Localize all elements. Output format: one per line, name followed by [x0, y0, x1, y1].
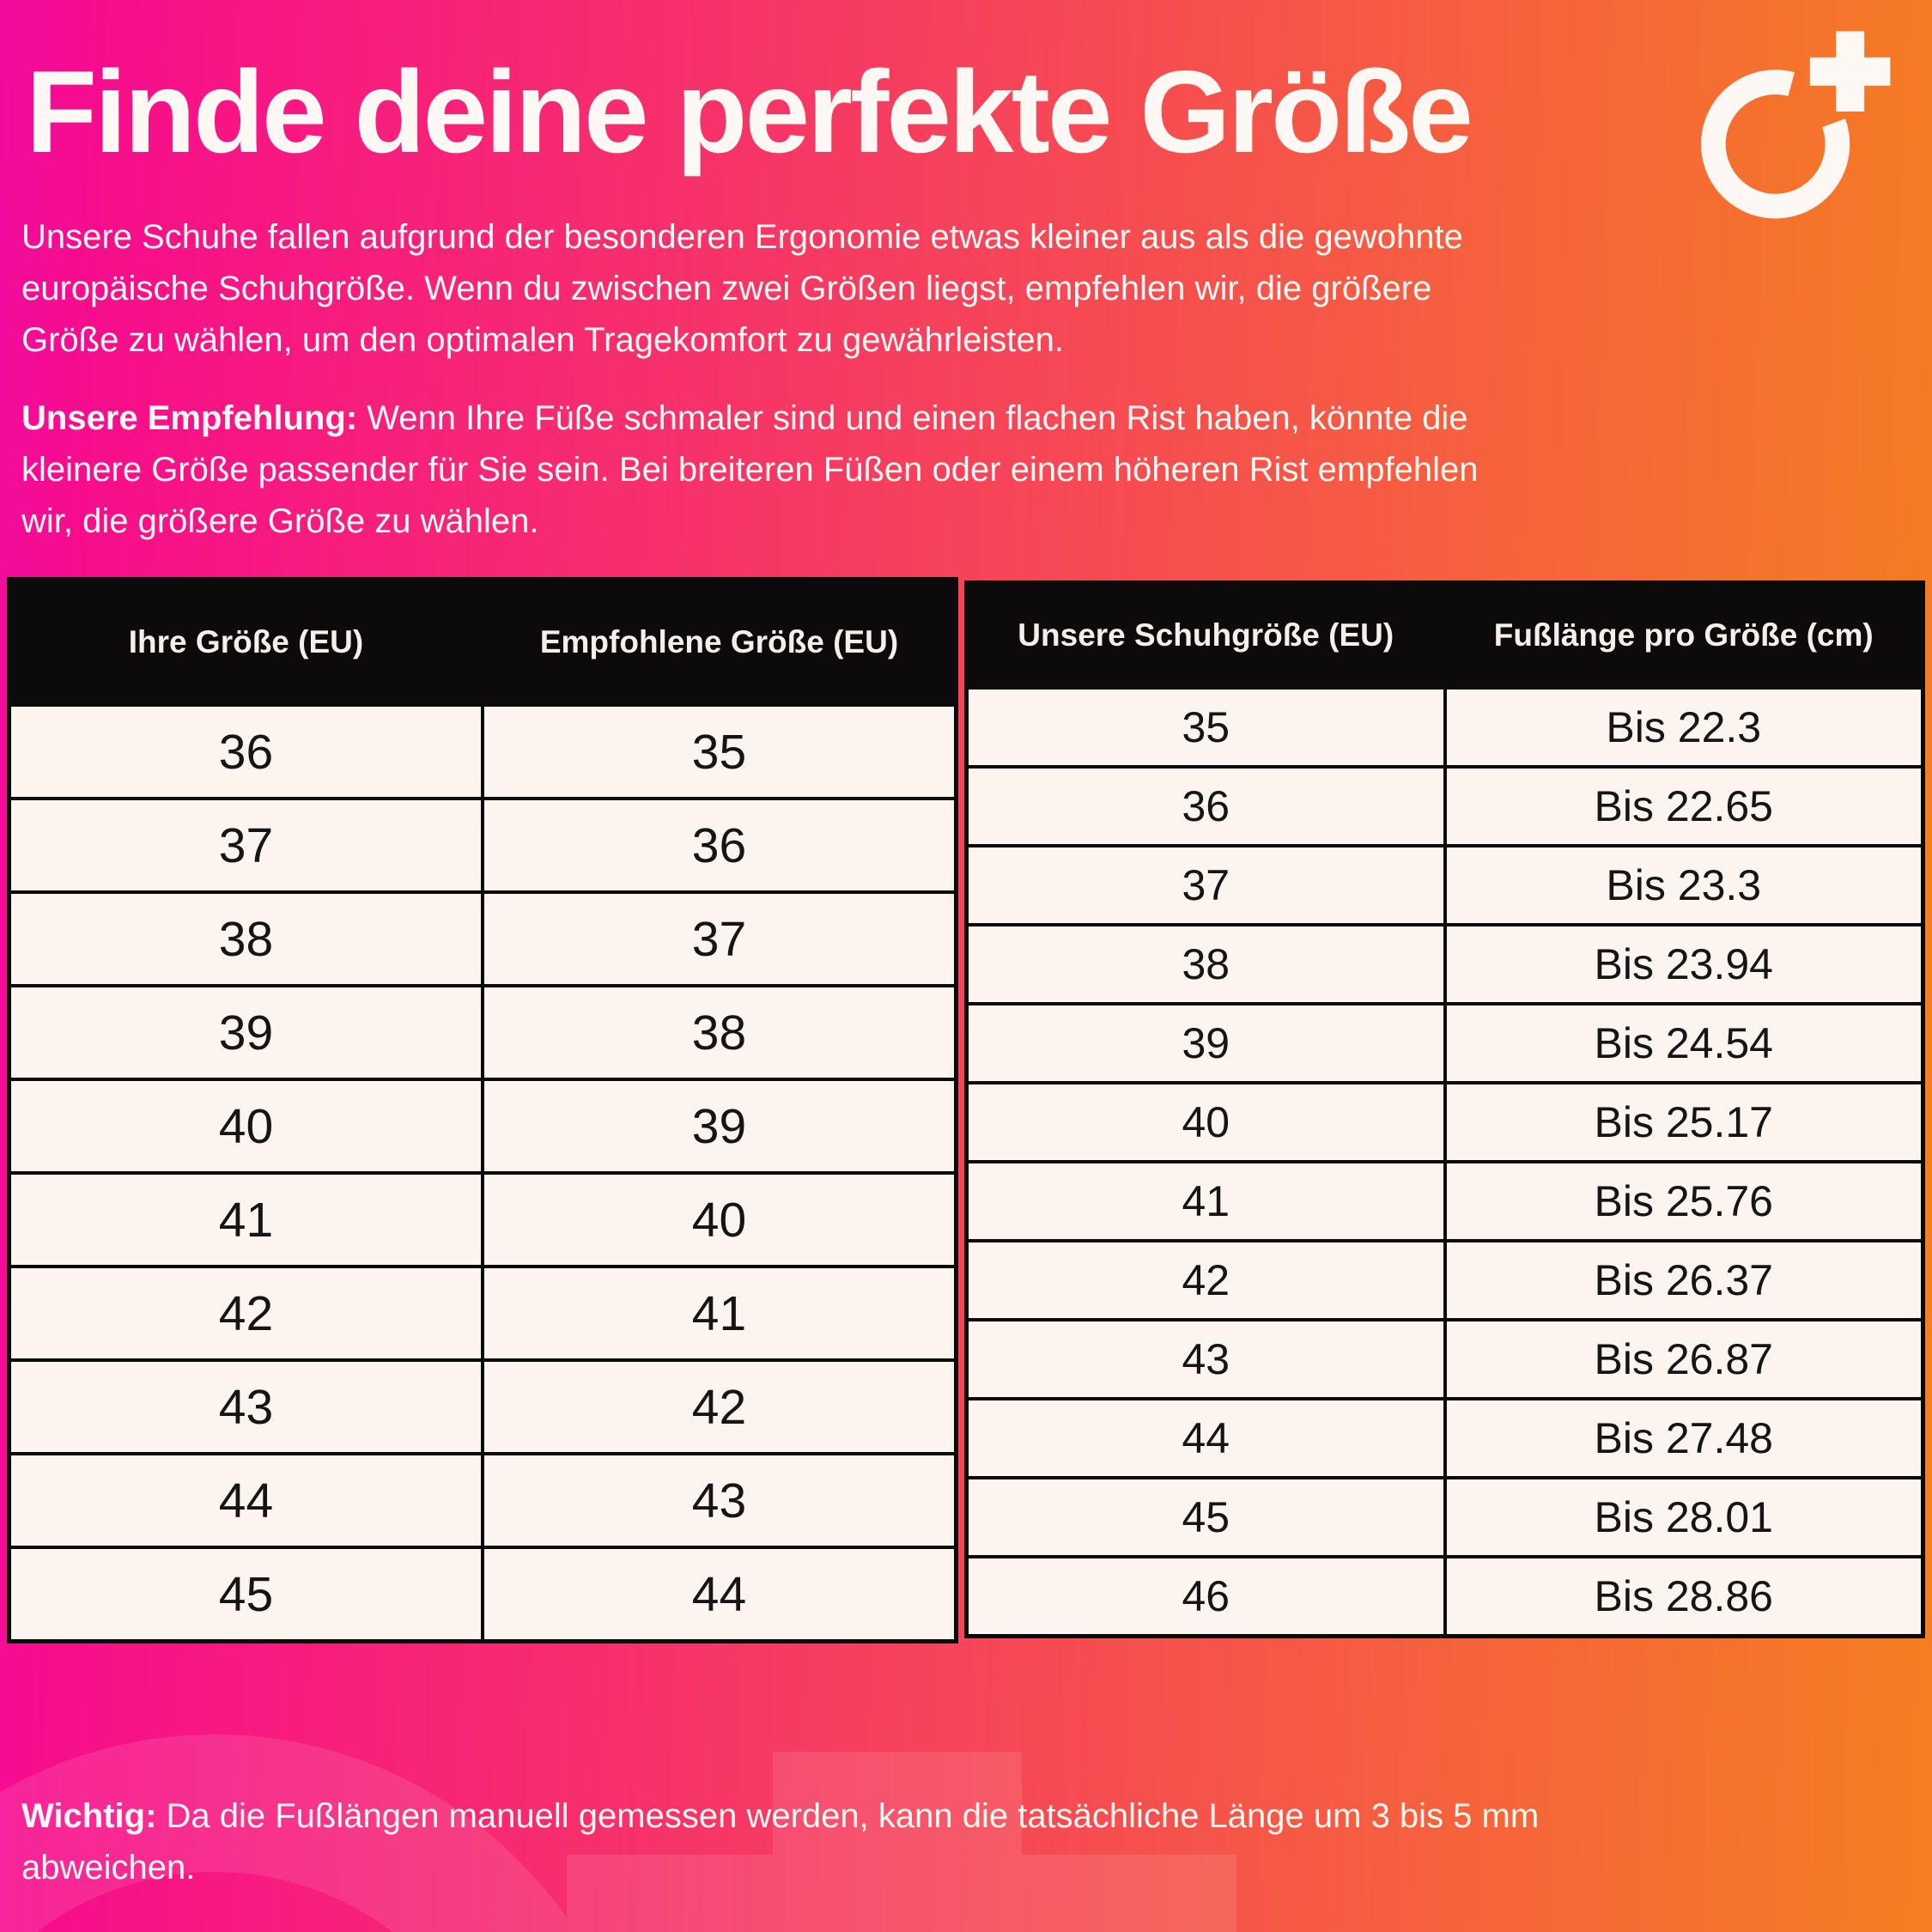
table-row: 36 Bis 22.65	[969, 765, 1921, 844]
recommended-size-cell: 42	[691, 1379, 747, 1435]
footnote-line: abweichen.	[21, 1849, 196, 1886]
shoe-size-cell: 46	[969, 1558, 1447, 1634]
table-row: 44 43	[11, 1452, 954, 1546]
footnote-line: Wichtig: Da die Fußlängen manuell gemess…	[21, 1790, 1919, 1842]
table-header-row: Unsere Schuhgröße (EU) Fußlänge pro Größ…	[969, 585, 1921, 686]
table-body: 36 35 37 36 38 37 39 38 40 39 41 40 42 4…	[11, 703, 954, 1639]
table-row: 40 Bis 25.17	[969, 1081, 1921, 1160]
recommended-size-cell: 44	[691, 1566, 747, 1622]
recommended-size-cell: 40	[691, 1192, 747, 1248]
circle-plus-logo-icon	[1701, 31, 1891, 219]
footnote-text: Da die Fußlängen manuell gemessen werden…	[156, 1797, 1540, 1835]
table-row: 39 Bis 24.54	[969, 1002, 1921, 1081]
shoe-size-cell: 39	[969, 1005, 1447, 1081]
table-row: 38 37	[11, 890, 954, 984]
table-row: 40 39	[11, 1078, 954, 1171]
your-size-cell: 37	[11, 800, 484, 890]
foot-length-cell: Bis 22.65	[1594, 782, 1773, 830]
recommended-size-cell: 38	[691, 1005, 747, 1060]
footnote-label: Wichtig:	[21, 1797, 157, 1835]
recommendation-label: Unsere Empfehlung:	[21, 399, 358, 437]
table-row: 38 Bis 23.94	[969, 923, 1921, 1002]
your-size-cell: 40	[11, 1081, 484, 1171]
intro-paragraph: Unsere Schuhe fallen aufgrund der besond…	[21, 211, 1919, 366]
table-header-row: Ihre Größe (EU) Empfohlene Größe (EU)	[11, 581, 954, 703]
table-body: 35 Bis 22.3 36 Bis 22.65 37 Bis 23.3 38 …	[969, 686, 1921, 1634]
table-row: 42 Bis 26.37	[969, 1239, 1921, 1318]
table-row: 45 Bis 28.01	[969, 1476, 1921, 1555]
column-header-your-size: Ihre Größe (EU)	[11, 581, 484, 703]
foot-length-cell: Bis 25.76	[1594, 1177, 1773, 1225]
intro-line: Unsere Schuhe fallen aufgrund der besond…	[21, 218, 1463, 256]
size-recommendation-table: Ihre Größe (EU) Empfohlene Größe (EU) 36…	[7, 577, 958, 1643]
recommendation-text: Wenn Ihre Füße schmaler sind und einen f…	[357, 399, 1468, 437]
table-row: 41 Bis 25.76	[969, 1160, 1921, 1239]
foot-length-cell: Bis 28.86	[1594, 1572, 1773, 1620]
your-size-cell: 43	[11, 1362, 484, 1452]
table-row: 43 42	[11, 1358, 954, 1452]
recommended-size-cell: 35	[691, 724, 747, 780]
shoe-size-cell: 44	[969, 1400, 1447, 1476]
shoe-size-cell: 40	[969, 1084, 1447, 1160]
foot-length-cell: Bis 26.87	[1594, 1335, 1773, 1383]
table-row: 35 Bis 22.3	[969, 686, 1921, 765]
intro-line: europäische Schuhgröße. Wenn du zwischen…	[21, 270, 1432, 307]
shoe-size-cell: 36	[969, 769, 1447, 844]
footnote: Wichtig: Da die Fußlängen manuell gemess…	[21, 1790, 1919, 1893]
foot-length-cell: Bis 23.3	[1606, 861, 1762, 909]
table-row: 43 Bis 26.87	[969, 1318, 1921, 1397]
table-row: 37 36	[11, 797, 954, 890]
your-size-cell: 36	[11, 707, 484, 797]
shoe-size-cell: 41	[969, 1163, 1447, 1239]
recommended-size-cell: 41	[691, 1285, 747, 1341]
page-title: Finde deine perfekte Größe	[26, 46, 1473, 177]
recommended-size-cell: 43	[691, 1473, 747, 1528]
table-row: 46 Bis 28.86	[969, 1555, 1921, 1634]
foot-length-cell: Bis 24.54	[1594, 1019, 1773, 1067]
shoe-size-cell: 35	[969, 690, 1447, 765]
intro-line: Größe zu wählen, um den optimalen Tragek…	[21, 321, 1064, 359]
column-header-recommended-size: Empfohlene Größe (EU)	[539, 624, 899, 659]
foot-length-cell: Bis 23.94	[1594, 940, 1773, 988]
your-size-cell: 44	[11, 1455, 484, 1546]
table-row: 37 Bis 23.3	[969, 844, 1921, 923]
your-size-cell: 38	[11, 894, 484, 984]
foot-length-cell: Bis 25.17	[1594, 1098, 1773, 1146]
watermark-logo-icon	[0, 1735, 1236, 1932]
your-size-cell: 42	[11, 1268, 484, 1358]
shoe-size-cell: 38	[969, 927, 1447, 1002]
table-row: 41 40	[11, 1171, 954, 1265]
foot-length-cell: Bis 22.3	[1606, 703, 1762, 751]
recommended-size-cell: 36	[691, 817, 747, 873]
your-size-cell: 45	[11, 1549, 484, 1639]
recommended-size-cell: 37	[691, 911, 747, 967]
recommendation-line: Unsere Empfehlung: Wenn Ihre Füße schmal…	[21, 392, 1919, 444]
recommended-size-cell: 39	[691, 1098, 747, 1154]
foot-length-cell: Bis 27.48	[1594, 1414, 1773, 1462]
recommendation-line: kleinere Größe passender für Sie sein. B…	[21, 451, 1479, 489]
recommendation-paragraph: Unsere Empfehlung: Wenn Ihre Füße schmal…	[21, 392, 1919, 547]
column-header-shoe-size: Unsere Schuhgröße (EU)	[969, 585, 1447, 686]
shoe-size-cell: 37	[969, 848, 1447, 923]
table-row: 45 44	[11, 1546, 954, 1639]
shoe-size-cell: 42	[969, 1242, 1447, 1318]
foot-length-cell: Bis 28.01	[1594, 1493, 1773, 1541]
table-row: 36 35	[11, 703, 954, 797]
column-header-foot-length: Fußlänge pro Größe (cm)	[1493, 617, 1874, 653]
table-row: 39 38	[11, 984, 954, 1078]
foot-length-table: Unsere Schuhgröße (EU) Fußlänge pro Größ…	[964, 580, 1925, 1638]
shoe-size-cell: 43	[969, 1321, 1447, 1397]
foot-length-cell: Bis 26.37	[1594, 1256, 1773, 1304]
table-row: 42 41	[11, 1265, 954, 1358]
table-row: 44 Bis 27.48	[969, 1397, 1921, 1476]
your-size-cell: 39	[11, 987, 484, 1078]
shoe-size-cell: 45	[969, 1479, 1447, 1555]
recommendation-line: wir, die größere Größe zu wählen.	[21, 502, 539, 540]
your-size-cell: 41	[11, 1175, 484, 1265]
